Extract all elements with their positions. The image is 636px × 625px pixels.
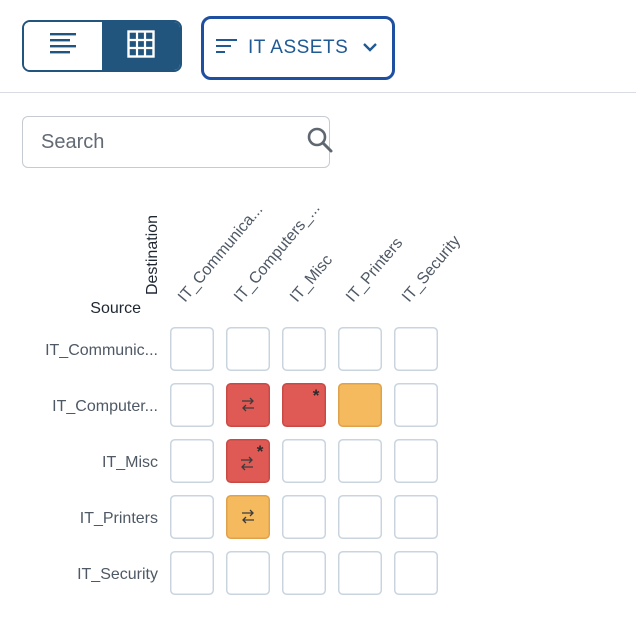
matrix-cell[interactable] — [170, 495, 214, 539]
matrix-cell[interactable] — [170, 327, 214, 371]
destination-axis-label: Destination — [144, 215, 161, 295]
column-label: IT_Misc — [287, 252, 336, 306]
matrix-cell[interactable] — [338, 327, 382, 371]
matrix-cell[interactable] — [394, 439, 438, 483]
matrix-cell[interactable] — [338, 383, 382, 427]
asset-group-dropdown[interactable]: IT ASSETS — [201, 16, 395, 80]
asterisk-icon: * — [257, 442, 264, 461]
matrix-cell[interactable] — [394, 551, 438, 595]
search-box — [22, 116, 333, 168]
matrix-cell[interactable] — [282, 439, 326, 483]
column-label: IT_Security — [399, 233, 464, 306]
matrix-cell[interactable] — [226, 327, 270, 371]
list-view-button[interactable] — [24, 22, 102, 70]
matrix-cell[interactable] — [394, 327, 438, 371]
sort-lines-icon — [216, 38, 238, 59]
column-labels: IT_Communica...IT_Computers_...IT_Misc IT… — [175, 200, 464, 306]
matrix-cell[interactable] — [226, 551, 270, 595]
list-view-icon — [49, 31, 77, 62]
matrix-cell[interactable] — [282, 551, 326, 595]
source-axis-label: Source — [90, 300, 141, 317]
matrix-cell[interactable] — [170, 551, 214, 595]
matrix-cell[interactable] — [282, 495, 326, 539]
matrix-cell[interactable] — [170, 439, 214, 483]
matrix-cell[interactable]: * — [226, 439, 270, 483]
asterisk-icon: * — [313, 386, 320, 405]
matrix-cell[interactable] — [226, 495, 270, 539]
matrix-cell[interactable] — [338, 551, 382, 595]
grid-view-icon — [127, 29, 155, 63]
search-input[interactable] — [41, 130, 306, 154]
row-label: IT_Communic... — [45, 342, 158, 359]
row-label: IT_Printers — [80, 510, 158, 527]
matrix-cell[interactable] — [226, 383, 270, 427]
search-icon[interactable] — [306, 126, 334, 159]
matrix-cell[interactable] — [338, 495, 382, 539]
grid-view-button[interactable] — [102, 22, 180, 70]
asset-group-label: IT ASSETS — [248, 37, 349, 58]
matrix-cell[interactable] — [170, 383, 214, 427]
dependency-matrix: Destination Source IT_Communica...IT_Com… — [45, 200, 464, 595]
matrix-cell[interactable] — [338, 439, 382, 483]
matrix-cell[interactable]: * — [282, 383, 326, 427]
column-label: IT_Printers — [343, 235, 406, 306]
view-mode-toggle — [22, 20, 182, 72]
matrix-cells: ** — [170, 327, 438, 595]
row-label: IT_Security — [77, 566, 158, 583]
matrix-cell[interactable] — [394, 495, 438, 539]
matrix-cell[interactable] — [394, 383, 438, 427]
bidirectional-arrows-icon — [242, 509, 254, 524]
row-label: IT_Misc — [102, 454, 158, 471]
row-labels: IT_Communic... IT_Computer... IT_Misc IT_Pr… — [45, 342, 158, 583]
chevron-down-icon — [362, 39, 378, 57]
bidirectional-arrows-icon — [241, 456, 253, 471]
matrix-cell[interactable] — [282, 327, 326, 371]
row-label: IT_Computer... — [52, 398, 158, 415]
bidirectional-arrows-icon — [242, 397, 254, 412]
toolbar: IT ASSETS — [0, 0, 636, 93]
